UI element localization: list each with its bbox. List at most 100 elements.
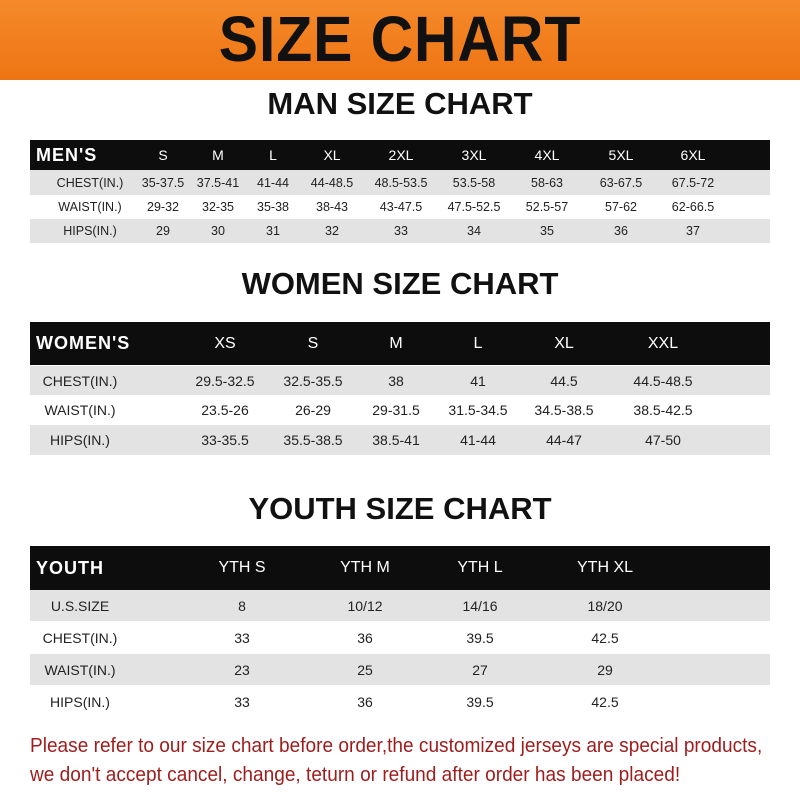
table-group-label: MEN'S (36, 144, 98, 165)
size-header-cell: M (212, 147, 224, 163)
table-cell: 29 (156, 224, 170, 238)
table-cell: 39.5 (466, 693, 494, 710)
table-cell: 53.5-58 (452, 175, 496, 190)
table-cell: 35 (540, 224, 554, 238)
size-header-cell: YTH M (340, 559, 390, 576)
size-header-cell: XS (214, 334, 236, 352)
table-cell: 30 (211, 224, 225, 238)
table-cell: 41 (470, 372, 486, 389)
size-header-cell: S (307, 334, 319, 352)
table-cell: 33 (394, 224, 408, 238)
table-cell: 31.5-34.5 (448, 402, 508, 418)
table-cell: 44.5 (550, 372, 578, 389)
table-cell: 44.5-48.5 (633, 372, 693, 389)
table-cell: 23.5-26 (201, 402, 249, 418)
table-row: CHEST(IN.) 29.5-32.5 32.5-35.5 38 41 44.5 44.5… (30, 366, 770, 395)
table-cell: 32.5-35.5 (283, 372, 343, 389)
size-header-cell: 2XL (388, 147, 414, 163)
table-row: WAIST(IN.) 23 25 27 29 (30, 654, 770, 685)
measurement-label: HIPS(IN.) (50, 432, 110, 448)
table-cell: 29 (597, 661, 613, 678)
table-cell: 37 (686, 224, 700, 238)
table-cell: 38.5-41 (372, 432, 420, 448)
size-header-cell: M (389, 334, 403, 352)
table-cell: 31 (266, 224, 280, 238)
table-cell: 23 (234, 661, 250, 678)
table-cell: 33-35.5 (201, 432, 249, 448)
table-group-label: YOUTH (36, 557, 104, 578)
measurement-label: HIPS(IN.) (63, 224, 117, 238)
table-cell: 62-66.5 (671, 200, 715, 214)
table-cell: 35-38 (257, 200, 289, 214)
table-header-row: MEN'S S M L XL 2XL 3XL 4XL 5XL 6XL (30, 140, 770, 170)
table-cell: 47.5-52.5 (447, 200, 501, 214)
table-cell: 34 (467, 224, 481, 238)
table-cell: 37.5-41 (196, 175, 240, 190)
table-row: HIPS(IN.) 33-35.5 35.5-38.5 38.5-41 41-44 44-… (30, 425, 770, 455)
table-cell: 27 (472, 661, 488, 678)
table-cell: 32-35 (202, 200, 234, 214)
table-cell: 33 (234, 629, 250, 646)
table-cell: 41-44 (257, 175, 289, 190)
measurement-label: CHEST(IN.) (42, 629, 118, 646)
table-cell: 10/12 (347, 597, 383, 614)
table-cell: 26-29 (295, 402, 331, 418)
size-header-cell: 6XL (680, 147, 706, 163)
table-cell: 39.5 (466, 629, 494, 646)
table-group-label: WOMEN'S (36, 333, 131, 353)
table-cell: 35.5-38.5 (283, 432, 343, 448)
size-header-cell: L (473, 334, 483, 352)
size-header-cell: 3XL (461, 147, 487, 163)
table-cell: 42.5 (591, 693, 619, 710)
table-cell: 58-63 (531, 175, 563, 190)
table-cell: 32 (325, 224, 339, 238)
table-cell: 42.5 (591, 629, 619, 646)
table-cell: 38-43 (316, 200, 348, 214)
table-cell: 36 (614, 224, 628, 238)
size-header-cell: XL (554, 334, 574, 352)
table-cell: 34.5-38.5 (534, 402, 594, 418)
women-section-title: WOMEN SIZE CHART (241, 266, 559, 301)
notice-line-1: Please refer to our size chart before or… (30, 734, 763, 757)
table-row: HIPS(IN.) 33 36 39.5 42.5 (30, 686, 770, 717)
table-header-row: WOMEN'S XS S M L XL XXL (30, 322, 770, 365)
table-cell: 33 (234, 693, 250, 710)
measurement-label: WAIST(IN.) (44, 661, 116, 678)
table-cell: 67.5-72 (671, 175, 715, 190)
table-cell: 44-47 (546, 432, 582, 448)
table-cell: 8 (238, 597, 246, 614)
size-chart-banner: SIZE CHART (0, 0, 800, 80)
table-cell: 43-47.5 (379, 200, 423, 214)
table-cell: 52.5-57 (525, 200, 569, 214)
men-section-title: MAN SIZE CHART (267, 86, 533, 121)
size-header-cell: 5XL (608, 147, 634, 163)
table-row: CHEST(IN.) 35-37.5 37.5-41 41-44 44-48.5 48.5… (30, 170, 770, 195)
measurement-label: U.S.SIZE (50, 597, 110, 614)
table-cell: 57-62 (605, 200, 637, 214)
banner-title: SIZE CHART (218, 3, 582, 75)
table-cell: 25 (357, 661, 373, 678)
size-header-cell: YTH L (457, 559, 503, 576)
size-header-cell: L (269, 147, 277, 163)
table-cell: 38.5-42.5 (633, 402, 693, 418)
size-header-cell: S (158, 147, 168, 163)
table-cell: 38 (388, 372, 404, 389)
table-row: WAIST(IN.) 23.5-26 26-29 29-31.5 31.5-34.5 34… (30, 395, 770, 425)
table-cell: 35-37.5 (141, 175, 185, 190)
table-cell: 14/16 (462, 597, 498, 614)
notice-line-2: we don't accept cancel, change, teturn o… (30, 763, 681, 786)
measurement-label: CHEST(IN.) (56, 175, 124, 190)
table-cell: 29-31.5 (372, 402, 420, 418)
table-cell: 63-67.5 (599, 175, 643, 190)
size-header-cell: 4XL (534, 147, 560, 163)
table-cell: 29.5-32.5 (195, 372, 255, 389)
size-header-cell: XXL (647, 334, 679, 352)
table-cell: 47-50 (645, 432, 681, 448)
table-header-row: YOUTH YTH S YTH M YTH L YTH XL (30, 546, 770, 590)
table-cell: 36 (357, 693, 373, 710)
size-header-cell: YTH S (218, 559, 266, 576)
measurement-label: HIPS(IN.) (50, 693, 110, 710)
youth-section-title: YOUTH SIZE CHART (248, 491, 552, 526)
table-row: WAIST(IN.) 29-32 32-35 35-38 38-43 43-47.5 47.… (30, 195, 770, 219)
size-header-cell: XL (323, 147, 341, 163)
